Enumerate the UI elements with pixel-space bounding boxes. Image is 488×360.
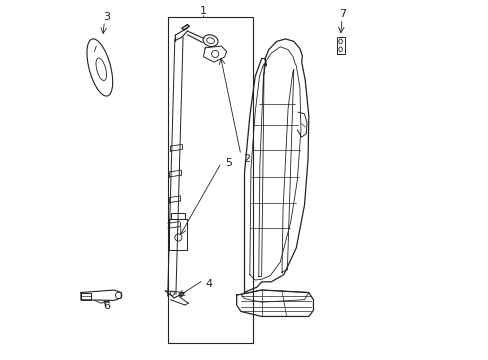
Text: 1: 1	[200, 6, 206, 17]
Text: 6: 6	[103, 301, 110, 311]
Text: 2: 2	[242, 154, 249, 163]
Text: 5: 5	[224, 158, 231, 168]
Bar	[336, 37, 344, 54]
Text: 3: 3	[103, 13, 110, 22]
Text: 7: 7	[339, 9, 346, 19]
Bar	[81, 293, 91, 300]
Text: 4: 4	[205, 279, 212, 289]
Bar	[167, 18, 253, 342]
Bar	[169, 219, 187, 249]
Bar	[171, 213, 184, 219]
